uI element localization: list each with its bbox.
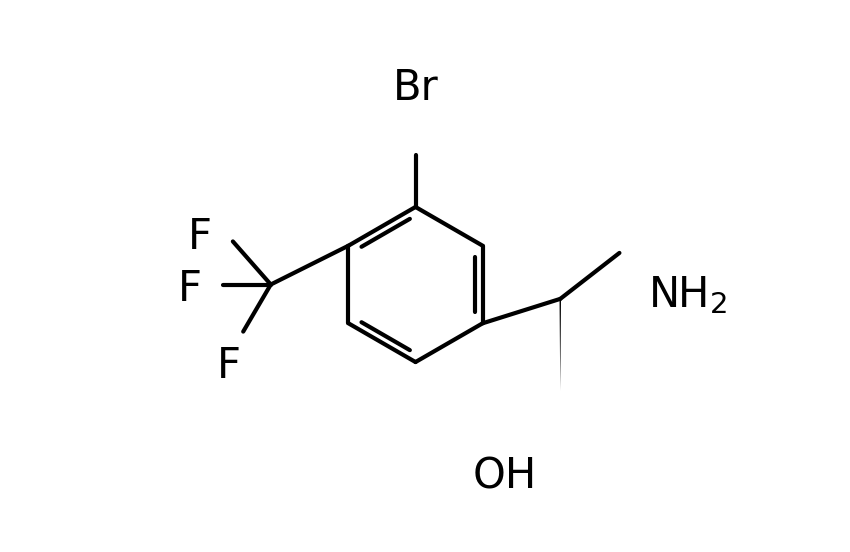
Text: F: F <box>188 216 212 258</box>
Text: F: F <box>217 345 241 387</box>
Text: F: F <box>178 268 201 310</box>
Polygon shape <box>559 299 561 391</box>
Text: Br: Br <box>393 67 439 109</box>
Text: OH: OH <box>473 455 536 498</box>
Text: NH$_2$: NH$_2$ <box>649 274 727 316</box>
